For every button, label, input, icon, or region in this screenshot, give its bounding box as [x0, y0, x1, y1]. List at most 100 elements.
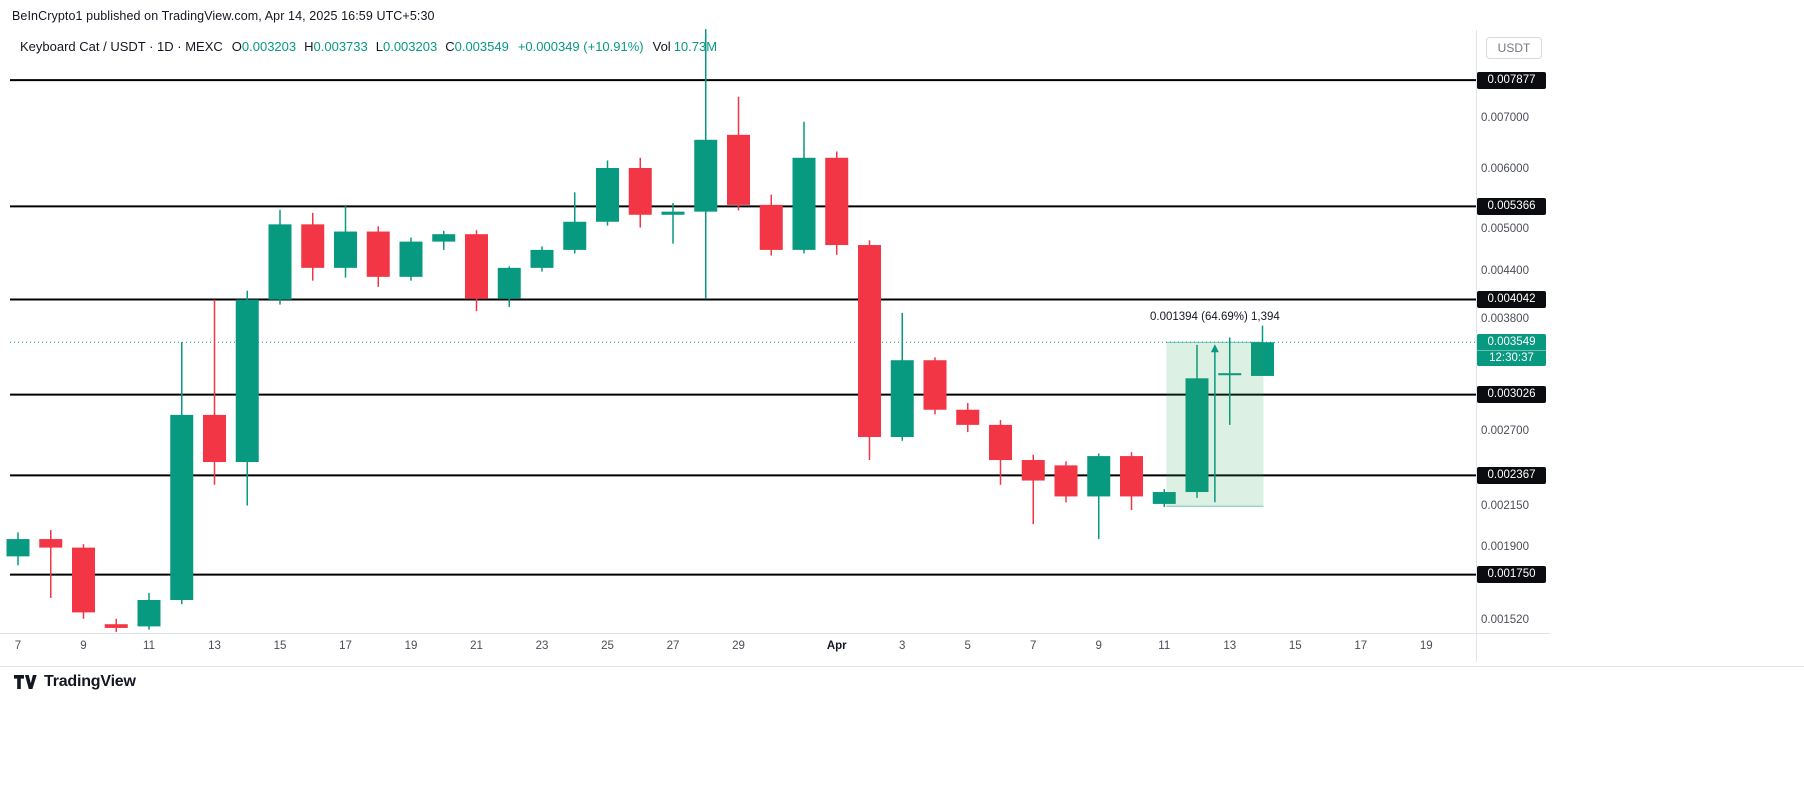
bar-close-countdown: 12:30:37: [1477, 350, 1546, 366]
candle-body: [6, 539, 30, 557]
candle-body: [759, 204, 783, 250]
candle-body: [923, 360, 947, 410]
volume-label: Vol: [652, 39, 671, 54]
date-axis-divider: [0, 633, 1550, 634]
time-axis[interactable]: 7 9 11 13 15 17 19 21 23 25 27 29 Apr 3 5 7 9 11 13 15 17 19: [0, 640, 1550, 660]
footer: TradingView: [14, 673, 136, 691]
price-level-badge: 0.001750: [1477, 566, 1546, 584]
symbol-title[interactable]: Keyboard Cat / USDT · 1D · MEXC: [20, 39, 223, 54]
time-tick: 17: [1354, 640, 1368, 652]
time-tick: 29: [732, 640, 745, 652]
time-tick: 19: [404, 640, 418, 652]
price-tick: 0.001900: [1481, 540, 1529, 553]
time-tick: Apr: [826, 640, 847, 652]
candle-body: [39, 539, 63, 548]
ohlc-item: O0.003203: [231, 39, 297, 54]
ohlc-item: C0.003549: [445, 39, 509, 54]
candle-body: [563, 221, 587, 250]
candle-body: [432, 234, 456, 242]
time-tick: 23: [535, 640, 549, 652]
current-price-badge: 0.003549 12:30:37: [1477, 334, 1546, 367]
time-tick: 27: [666, 640, 680, 652]
candle-body: [628, 167, 652, 215]
time-tick: 25: [601, 640, 614, 652]
price-level-badge: 0.007877: [1477, 71, 1546, 89]
candle-body: [366, 231, 390, 277]
price-axis[interactable]: 0.003549 12:30:37 0.007000 0.006000 0.0050…: [1477, 0, 1557, 803]
candle-body: [1185, 378, 1209, 493]
candle-body: [989, 424, 1012, 461]
ohlc-item: L0.003203: [375, 39, 438, 54]
price-level-badge: 0.004042: [1477, 290, 1546, 308]
candle-body: [530, 249, 554, 268]
time-tick: 15: [273, 640, 287, 652]
price-level-badge: 0.003026: [1477, 386, 1546, 404]
price-tick: 0.002150: [1481, 499, 1529, 512]
time-tick: 11: [1158, 640, 1171, 652]
candle-body: [1152, 492, 1176, 504]
candle-body: [137, 600, 161, 627]
currency-button[interactable]: USDT: [1486, 37, 1542, 59]
candle-body: [203, 414, 226, 463]
price-tick: 0.007000: [1481, 111, 1529, 124]
price-tick: 0.003800: [1481, 312, 1529, 325]
ohlc-values: O0.003203 H0.003733 L0.003203 C0.003549: [232, 39, 509, 54]
price-tick: 0.005000: [1481, 222, 1529, 235]
attribution-text: BeInCrypto1 published on TradingView.com…: [12, 9, 435, 23]
time-tick: 13: [1223, 640, 1237, 652]
chart-header: Keyboard Cat / USDT · 1D · MEXC O0.00320…: [20, 39, 717, 54]
time-tick: 9: [80, 640, 87, 652]
candle-body: [170, 414, 194, 601]
current-price-value: 0.003549: [1487, 336, 1536, 349]
candle-body: [465, 234, 488, 299]
time-tick: 5: [964, 640, 971, 652]
candle-body: [1218, 373, 1242, 376]
time-tick: 11: [143, 640, 155, 652]
candle-body: [596, 167, 619, 222]
time-tick: 9: [1095, 640, 1102, 652]
candle-body: [1087, 456, 1111, 497]
candle-body: [1120, 456, 1143, 497]
tradingview-wordmark: TradingView: [44, 673, 136, 690]
time-tick: 15: [1288, 640, 1302, 652]
price-axis-divider: [1476, 30, 1477, 662]
time-tick: 3: [899, 640, 906, 652]
candle-body: [694, 139, 718, 212]
time-tick: 7: [1030, 640, 1037, 652]
change-value: +0.000349 (+10.91%): [517, 39, 644, 54]
candle-body: [956, 409, 980, 425]
price-level-badge: 0.005366: [1477, 197, 1546, 215]
price-tick: 0.006000: [1481, 162, 1529, 175]
candle-body: [1251, 342, 1274, 376]
candle-body: [104, 624, 128, 628]
time-tick: 21: [470, 640, 483, 652]
measurement-label[interactable]: 0.001394 (64.69%) 1,394: [1149, 311, 1280, 324]
candle-body: [497, 267, 521, 299]
price-level-badge: 0.002367: [1477, 466, 1546, 484]
footer-divider: [0, 666, 1804, 667]
price-tick: 0.002700: [1481, 425, 1529, 438]
tradingview-icon: [14, 674, 37, 689]
price-tick: 0.004400: [1481, 264, 1529, 277]
candle-body: [727, 134, 750, 205]
price-tick: 0.001520: [1481, 613, 1529, 626]
candle-body: [661, 211, 685, 215]
time-tick: 7: [14, 640, 22, 652]
candle-body: [1021, 460, 1045, 481]
candle-body: [399, 241, 423, 277]
tradingview-logo[interactable]: TradingView: [14, 673, 136, 691]
candle-body: [792, 157, 816, 250]
time-tick: 13: [208, 640, 221, 652]
candle-body: [825, 157, 849, 246]
candle-body: [858, 245, 881, 438]
candle-body: [890, 360, 914, 438]
candle-body: [1054, 465, 1078, 497]
candle-body: [301, 224, 325, 268]
time-tick: 19: [1419, 640, 1433, 652]
candle-body: [334, 231, 357, 268]
candle-body: [235, 299, 259, 463]
candle-body: [72, 547, 95, 613]
